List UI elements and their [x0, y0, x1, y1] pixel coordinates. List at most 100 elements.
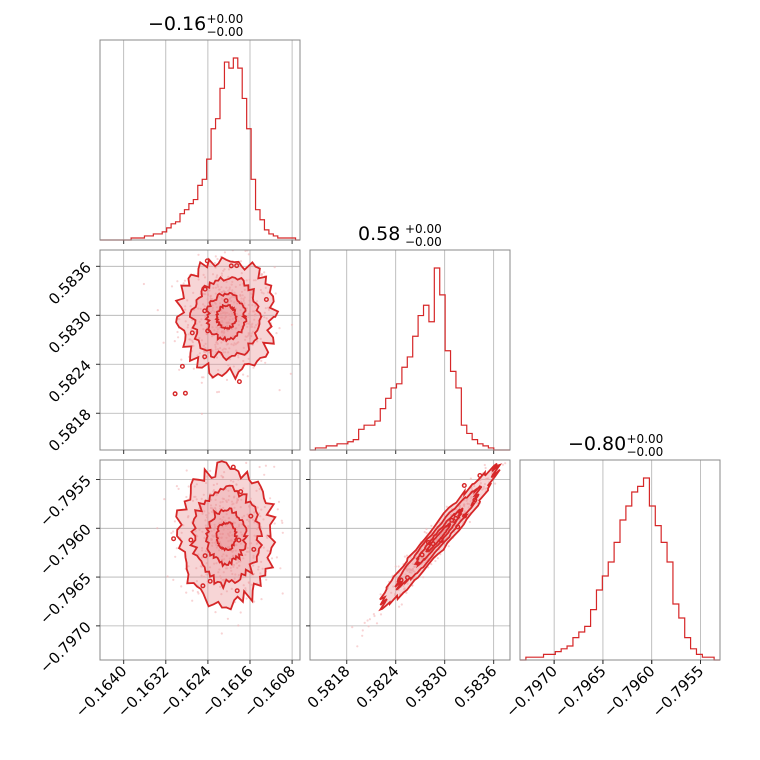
sample-point	[398, 605, 401, 608]
sample-point	[185, 495, 188, 499]
contour-island	[171, 536, 177, 542]
sample-point	[363, 621, 366, 625]
sample-point	[459, 517, 462, 520]
sample-point	[233, 577, 236, 580]
sample-point	[247, 550, 250, 553]
contour-island	[202, 286, 208, 292]
sample-point	[235, 543, 238, 547]
sample-point	[260, 560, 263, 564]
sample-point	[215, 341, 218, 344]
sample-point	[361, 634, 364, 637]
sample-point	[250, 323, 253, 326]
sample-point	[216, 342, 219, 345]
sample-point	[445, 505, 448, 508]
sample-point	[246, 316, 249, 319]
sample-point	[281, 521, 284, 525]
sample-point	[248, 299, 251, 302]
sample-point	[156, 309, 159, 312]
sample-point	[244, 338, 247, 341]
sample-point	[231, 280, 234, 283]
sample-point	[249, 310, 252, 313]
sample-point	[215, 494, 218, 497]
sample-point	[220, 291, 223, 294]
sample-point	[468, 503, 471, 506]
contour-island	[430, 541, 436, 547]
sample-point	[237, 624, 240, 627]
sample-point	[213, 562, 216, 565]
sample-point	[483, 463, 486, 467]
x-tick-label: −0.7955	[649, 662, 708, 721]
sample-point	[194, 530, 197, 533]
sample-point	[214, 506, 217, 509]
sample-point	[200, 565, 203, 568]
contour-island	[477, 473, 483, 479]
sample-point	[156, 527, 159, 530]
sample-point	[224, 519, 227, 522]
sample-point	[228, 557, 231, 560]
x-tick-label: −0.7970	[502, 662, 561, 721]
sample-point	[206, 502, 209, 505]
sample-point	[203, 305, 206, 308]
sample-point	[233, 521, 237, 524]
sample-point	[214, 348, 217, 351]
sample-point	[479, 482, 482, 485]
sample-point	[211, 273, 215, 276]
sample-point	[256, 506, 259, 509]
sample-point	[229, 531, 232, 534]
sample-point	[222, 351, 225, 354]
sample-point	[228, 347, 231, 350]
sample-point	[254, 324, 258, 327]
sample-point	[233, 495, 236, 498]
sample-point	[215, 306, 219, 309]
sample-point	[215, 546, 218, 549]
sample-point	[215, 543, 218, 547]
sample-point	[351, 626, 354, 629]
sample-point	[473, 484, 476, 488]
contour-island	[182, 390, 188, 396]
sample-point	[366, 619, 369, 622]
sample-point	[200, 556, 203, 559]
sample-point	[243, 302, 246, 305]
sample-point	[247, 520, 251, 523]
contour-island	[449, 517, 455, 523]
sample-point	[247, 527, 250, 530]
sample-point	[234, 285, 237, 288]
sample-point	[231, 289, 234, 292]
sample-point	[248, 278, 251, 281]
contour-island	[251, 546, 257, 552]
sample-point	[263, 473, 266, 476]
sample-point	[220, 341, 223, 344]
sample-point	[222, 571, 225, 574]
sample-point	[252, 554, 255, 557]
sample-point	[204, 342, 207, 345]
contour-level-2	[204, 291, 248, 343]
sample-point	[264, 286, 267, 289]
sample-point	[242, 557, 245, 560]
sample-point	[172, 578, 175, 582]
sample-point	[224, 312, 227, 315]
contour-island	[236, 537, 242, 543]
sample-point	[254, 279, 257, 282]
sample-point	[197, 253, 200, 256]
sample-point	[253, 521, 256, 524]
sample-point	[232, 565, 235, 569]
sample-point	[266, 536, 269, 540]
sample-point	[392, 585, 395, 588]
sample-point	[242, 584, 245, 587]
sample-point	[225, 280, 228, 284]
y-tick-label: −0.7960	[36, 520, 95, 579]
histogram-1	[310, 267, 510, 451]
sample-point	[214, 292, 217, 295]
sample-point	[195, 580, 198, 583]
sample-point	[216, 482, 219, 485]
sample-point	[187, 333, 190, 336]
sample-point	[220, 536, 223, 539]
sample-point	[244, 589, 247, 592]
sample-point	[394, 594, 397, 597]
sample-point	[248, 542, 252, 545]
sample-point	[237, 525, 241, 528]
contour-panel-1	[100, 460, 300, 660]
contour-island	[540, 427, 544, 431]
sample-point	[239, 542, 243, 545]
sample-point	[209, 506, 212, 510]
